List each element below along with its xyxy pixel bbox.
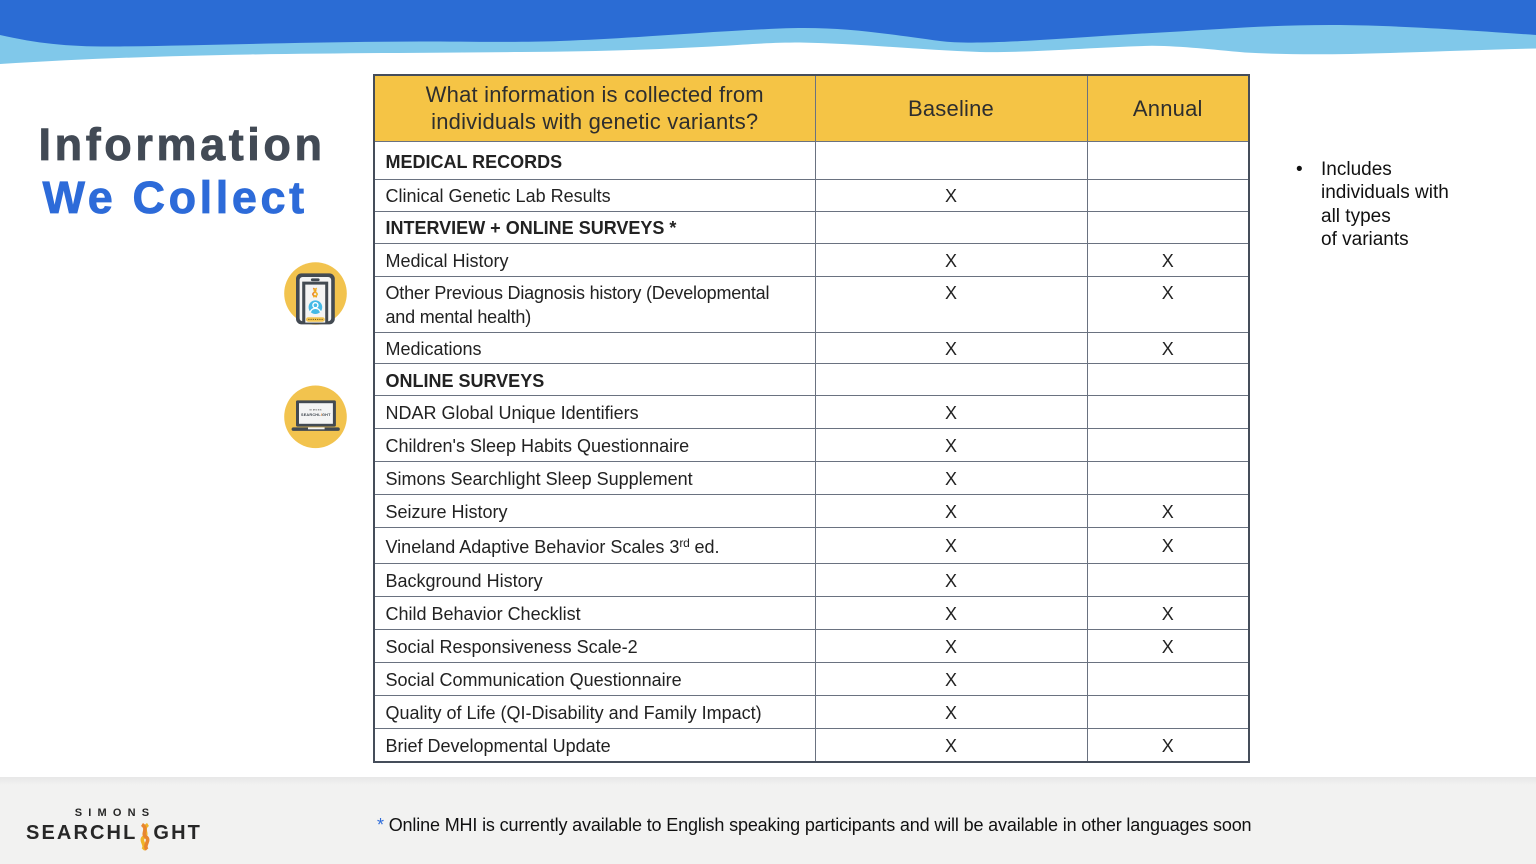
svg-text:SEARCHLIGHT: SEARCHLIGHT xyxy=(301,413,331,417)
svg-text:SIMONS: SIMONS xyxy=(309,410,322,412)
